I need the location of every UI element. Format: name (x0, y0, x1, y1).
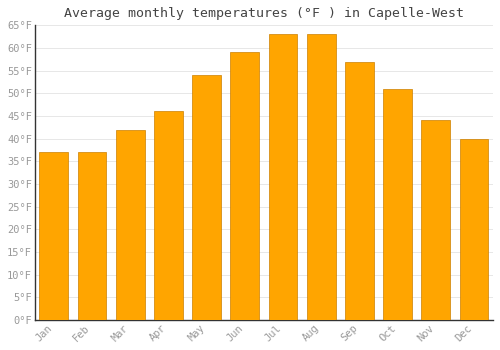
Bar (383, 89, 412, 320)
Bar (40, 152, 68, 320)
Bar (192, 75, 221, 320)
Bar (116, 130, 144, 320)
Bar (154, 111, 182, 320)
Bar (460, 139, 488, 320)
Bar (78, 152, 106, 320)
Bar (268, 34, 298, 320)
Bar (230, 52, 259, 320)
Bar (422, 120, 450, 320)
Bar (307, 34, 336, 320)
Bar (345, 62, 374, 320)
Title: Average monthly temperatures (°F ) in Capelle-West: Average monthly temperatures (°F ) in Ca… (64, 7, 464, 20)
